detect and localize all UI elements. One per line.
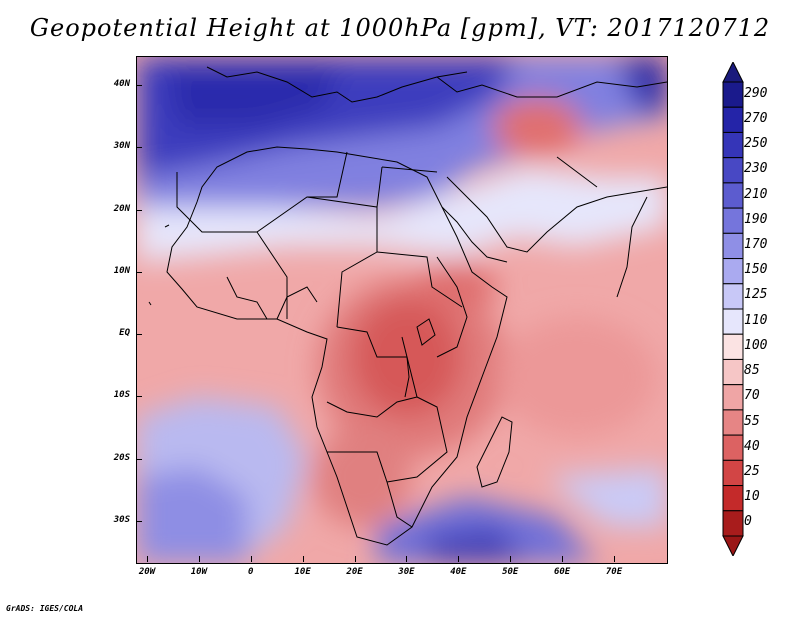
colorbar-label: 100: [744, 337, 768, 353]
colorbar-box: [722, 182, 744, 209]
credit-text: GrADS: IGES/COLA: [6, 604, 84, 613]
colorbar-box: [722, 308, 744, 335]
colorbar-box: [722, 358, 744, 386]
colorbar-label: 150: [744, 262, 768, 278]
colorbar-box: [722, 131, 744, 159]
colorbar-label: 170: [744, 236, 768, 252]
colorbar-label: 125: [744, 287, 768, 303]
lon-label: 20W: [138, 567, 156, 577]
colorbar-box: [722, 232, 744, 260]
colorbar-label: 110: [744, 312, 768, 328]
colorbar-label: 70: [744, 388, 760, 404]
lon-tick: [614, 556, 615, 562]
colorbar-label: 230: [744, 161, 768, 177]
lon-label: 70E: [605, 567, 623, 577]
colorbar-bottom-arrow: [722, 535, 744, 556]
colorbar-box: [722, 81, 744, 108]
lon-tick: [147, 556, 148, 562]
colorbar-label: 10: [744, 489, 760, 505]
lat-tick: [136, 396, 142, 398]
colorbar-box: [722, 207, 744, 234]
colorbar-box: [722, 409, 744, 436]
colorbar-box: [722, 157, 744, 184]
lon-tick: [354, 556, 356, 562]
lat-label: EQ: [119, 328, 130, 339]
lon-tick: [562, 556, 564, 562]
colorbar-label: 290: [744, 85, 768, 101]
lon-label: 10W: [190, 567, 207, 577]
lon-tick: [458, 556, 460, 562]
lon-label: 60E: [553, 567, 571, 577]
colorbar-top-arrow: [722, 62, 744, 83]
colorbar-label: 190: [744, 211, 768, 227]
lat-tick: [136, 334, 142, 336]
colorbar-box: [722, 106, 744, 133]
lat-label: 20N: [113, 203, 130, 214]
colorbar-label: 250: [744, 136, 768, 152]
lat-label: 10N: [113, 265, 130, 276]
lon-label: 40E: [450, 567, 467, 577]
lat-tick: [136, 271, 142, 273]
colorbar-box: [722, 384, 744, 411]
lon-label: 0: [248, 567, 254, 577]
lon-tick: [302, 556, 304, 562]
lat-tick: [136, 85, 142, 86]
colorbar-box: [722, 434, 744, 461]
colorbar-box: [722, 510, 744, 537]
colorbar-label: 25: [744, 463, 760, 479]
colorbar-label: 0: [744, 514, 752, 530]
lat-label: 20S: [113, 452, 130, 463]
colorbar-box: [722, 459, 744, 487]
lat-tick: [136, 209, 142, 211]
lat-label: 40N: [113, 79, 130, 89]
colorbar-box: [722, 485, 744, 512]
lat-label: 30N: [113, 141, 130, 152]
lon-tick: [250, 556, 252, 562]
lat-tick: [136, 521, 142, 522]
lat-tick: [136, 458, 142, 460]
lon-tick: [198, 556, 200, 562]
map-panel: [136, 56, 668, 564]
geopotential-height-field: [137, 57, 667, 563]
lon-label: 30E: [398, 567, 415, 577]
colorbar-label: 85: [744, 363, 760, 379]
colorbar-box: [722, 333, 744, 360]
coastlines-borders: [148, 66, 667, 546]
lat-label: 10S: [113, 390, 130, 401]
lon-label: 10E: [294, 567, 311, 577]
lat-label: 30S: [113, 515, 130, 525]
colorbar-label: 270: [744, 110, 768, 126]
colorbar-label: 40: [744, 438, 760, 454]
lon-label: 50E: [502, 567, 519, 577]
lon-tick: [510, 556, 512, 562]
colorbar: [722, 62, 744, 556]
colorbar-label: 210: [744, 186, 768, 202]
map-title: Geopotential Height at 1000hPa [gpm], VT…: [29, 14, 771, 42]
lon-label: 20E: [346, 567, 363, 577]
lat-tick: [136, 147, 142, 149]
lon-tick: [406, 556, 408, 562]
colorbar-box: [722, 258, 744, 285]
colorbar-box: [722, 283, 744, 310]
colorbar-label: 55: [744, 413, 760, 429]
